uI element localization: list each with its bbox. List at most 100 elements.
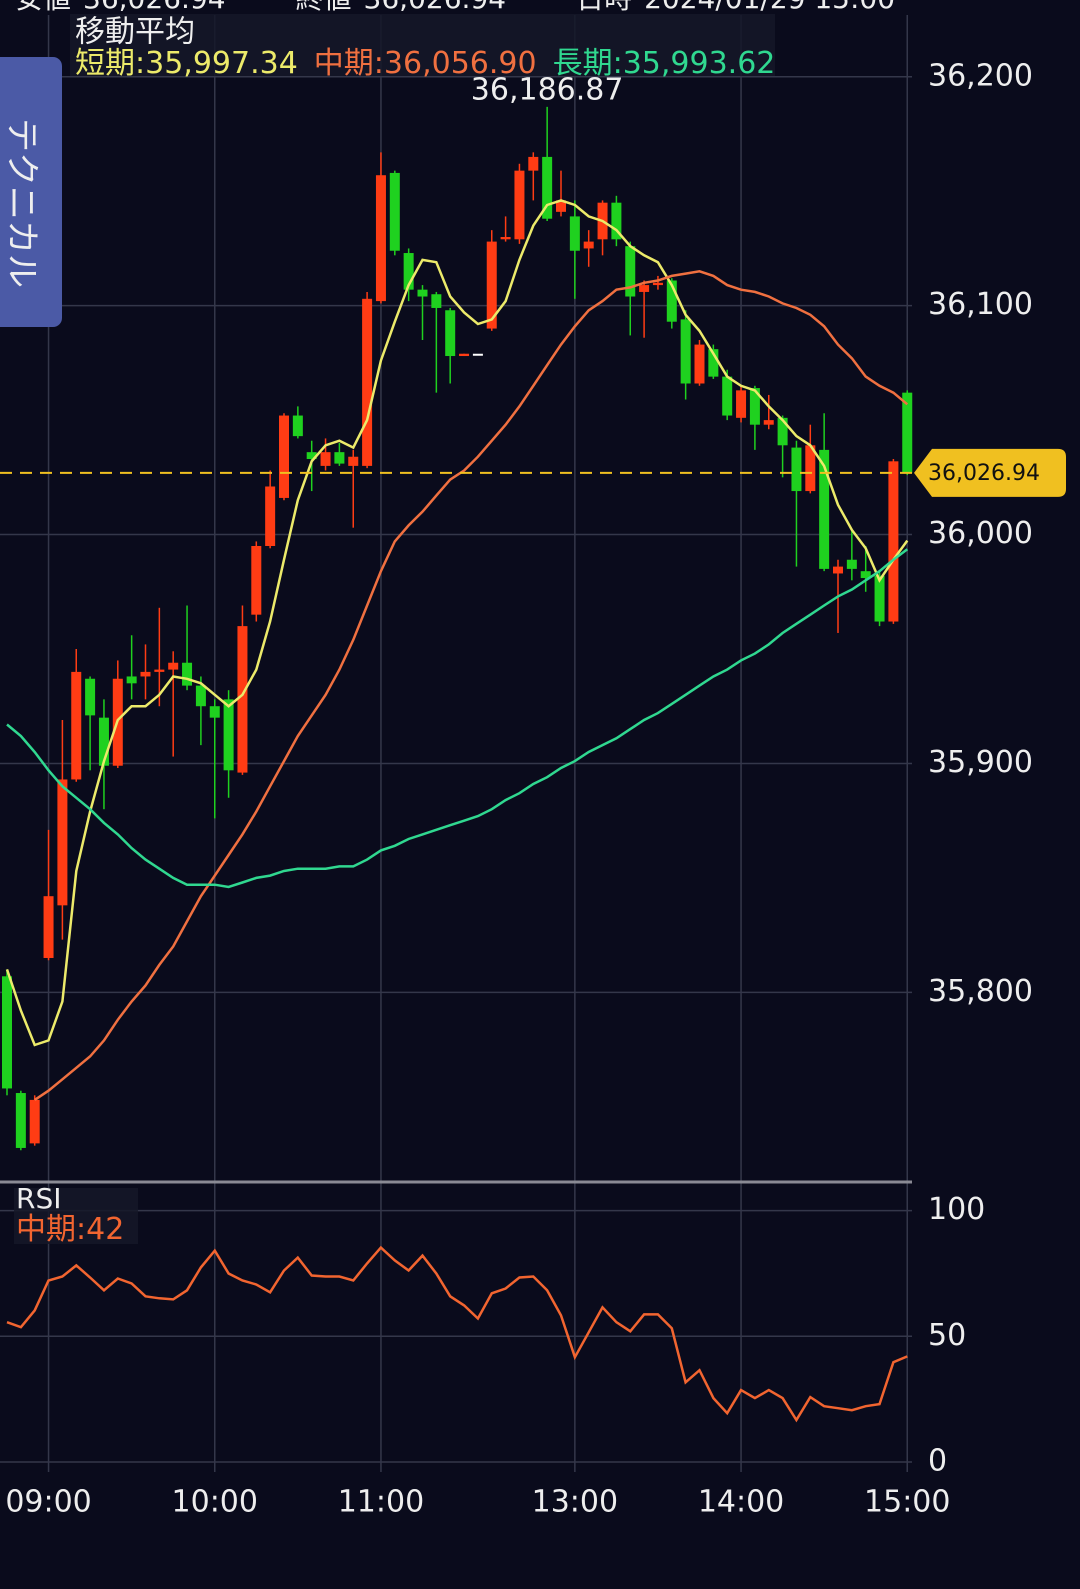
rsi-title: RSI [16,1182,62,1215]
candle-body [736,390,747,418]
candle-body [140,671,151,677]
legend-separator: : [374,46,384,81]
plot [0,106,913,1423]
header-label: 終値 [296,0,352,15]
candle-body [362,298,373,466]
legend-separator: : [613,46,623,81]
candle-body [251,546,262,615]
candle-body [292,415,303,437]
legend-value: 42 [86,1212,124,1247]
candle-body [417,289,428,297]
legend-name: 中期 [16,1212,76,1247]
candle-body [846,559,857,569]
candle-body [652,282,663,286]
candle-body [2,976,12,1089]
candle-body [15,1093,26,1148]
candle-body [306,452,317,460]
candle-body [639,285,650,292]
candle-body [486,241,497,329]
candle-body [85,678,96,716]
candle-body [680,319,691,384]
moving-average-line [6,548,909,889]
legend-separator: : [76,1212,86,1247]
x-tick-label: 09:00 [5,1485,91,1520]
candle-body [874,575,885,622]
candle-body [472,353,483,356]
candle-body [459,353,470,357]
price-tag [914,448,1066,497]
candle-body [445,310,456,357]
candle-body [375,175,386,302]
rsi-line [6,1245,908,1423]
legend: 短期:35,997.34 中期:36,056.90 長期:35,993.62 [75,46,775,81]
candle-body [431,294,442,308]
x-tick-label: 14:00 [698,1485,784,1520]
candle-body [556,200,566,212]
button-bg[interactable] [0,57,62,327]
candle-body [334,452,345,464]
candle-body [43,896,54,958]
legend-name: 短期 [75,46,135,81]
legend-box [70,14,775,76]
candle-body [126,676,137,684]
candle-body [902,392,913,473]
button-label[interactable]: テクニカル [2,118,42,288]
candle-body [279,415,289,498]
candle-body [348,456,359,466]
price-tag-label: 36,026.94 [928,461,1040,486]
moving-average-line [5,199,909,1047]
x-tick-label: 10:00 [172,1485,258,1520]
legend-value: 35,997.34 [145,46,298,81]
candle-body [182,662,193,686]
candle-body [528,156,539,171]
candle-body [749,388,760,425]
candle-body [805,445,816,492]
x-tick-label: 11:00 [338,1485,424,1520]
y-tick-label: 36,000 [928,516,1033,551]
candle-body [223,699,234,771]
candle-body [666,280,677,322]
candle-body [583,241,594,249]
candle-body [195,685,206,707]
candle-body [71,671,82,780]
candle-body [514,170,525,240]
candle-body [154,669,165,672]
legend-title: 移動平均 [75,15,195,50]
header-value: 2024/01/29 15:00 [644,0,895,15]
y-tick-label: 100 [928,1192,985,1227]
sidebar-button[interactable]: テクニカル [0,57,62,327]
candle-body [237,626,248,773]
legend-name: 長期 [553,46,613,81]
candle-body [625,246,636,297]
x-tick-label: 15:00 [864,1485,950,1520]
candle-body [722,376,733,416]
candle-body [265,486,276,547]
high-label: 36,186.87 [471,72,624,107]
candle-body [819,449,830,569]
y-tick-label: 35,900 [928,745,1033,780]
candle-body [500,237,511,240]
y-tick-label: 36,100 [928,287,1033,322]
candle-body [209,706,220,718]
y-tick-label: 35,800 [928,974,1033,1009]
header-label: 安値 [15,0,71,15]
header-value: 36,026.94 [364,0,507,15]
candle-body [763,420,774,425]
candle-body [777,417,788,446]
candle-body [860,571,871,579]
header: 安値 36,026.94 終値 36,026.94 日時 2024/01/29 15:00 [15,0,895,15]
moving-average-line [34,270,909,1101]
y-tick-label: 0 [928,1443,947,1478]
candle-body [791,447,802,492]
candle-body [29,1099,40,1144]
y-tick-label: 36,200 [928,58,1033,93]
candle-body [708,349,719,377]
candle-body [611,202,622,240]
x-tick-label: 13:00 [532,1485,618,1520]
legend-separator: : [135,46,145,81]
rsi-legend-box [14,1188,138,1244]
candle-body [569,216,580,251]
candle-body [403,253,414,290]
